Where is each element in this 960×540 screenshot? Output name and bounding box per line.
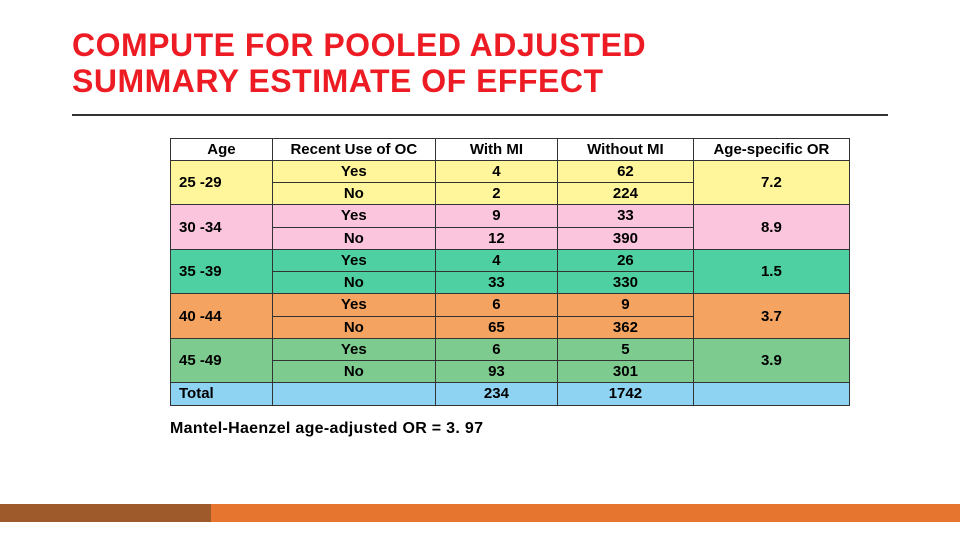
cell-with-mi: 4 [435,160,557,182]
total-row: Total 2341742 [171,383,850,405]
cell-without-mi: 330 [558,272,694,294]
header-or: Age-specific OR [693,138,849,160]
title-block: COMPUTE FOR POOLED ADJUSTED SUMMARY ESTI… [0,0,960,108]
cell-or: 7.2 [693,160,849,205]
footer-segment-right [211,504,960,522]
title-line-2: SUMMARY ESTIMATE OF EFFECT [72,63,604,99]
header-recent-use: Recent Use of OC [272,138,435,160]
pooled-estimate-table: Age Recent Use of OC With MI Without MI … [170,138,850,406]
cell-without-mi: 301 [558,361,694,383]
cell-recent-use: Yes [272,338,435,360]
total-with-mi: 234 [435,383,557,405]
cell-with-mi: 33 [435,272,557,294]
cell-or: 3.9 [693,338,849,383]
cell-age: 35 -39 [171,249,273,294]
table-row: 30 -34Yes9338.9 [171,205,850,227]
cell-recent-use: No [272,227,435,249]
cell-recent-use: Yes [272,160,435,182]
footer-bar [0,504,960,522]
cell-with-mi: 6 [435,338,557,360]
slide-title: COMPUTE FOR POOLED ADJUSTED SUMMARY ESTI… [72,28,960,100]
title-line-1: COMPUTE FOR POOLED ADJUSTED [72,27,646,63]
cell-without-mi: 224 [558,183,694,205]
table-row: 25 -29Yes4627.2 [171,160,850,182]
cell-without-mi: 26 [558,249,694,271]
cell-with-mi: 93 [435,361,557,383]
cell-without-mi: 362 [558,316,694,338]
cell-age: 45 -49 [171,338,273,383]
total-label: Total [171,383,273,405]
cell-recent-use: Yes [272,249,435,271]
cell-recent-use: No [272,272,435,294]
cell-with-mi: 6 [435,294,557,316]
cell-with-mi: 2 [435,183,557,205]
cell-with-mi: 4 [435,249,557,271]
cell-recent-use: No [272,361,435,383]
table-row: 35 -39Yes4261.5 [171,249,850,271]
table-body: 25 -29Yes4627.2No222430 -34Yes9338.9No12… [171,160,850,405]
caption-text: Mantel-Haenzel age-adjusted OR = 3. 97 [170,420,960,438]
cell-without-mi: 390 [558,227,694,249]
cell-recent-use: No [272,316,435,338]
cell-with-mi: 9 [435,205,557,227]
cell-with-mi: 12 [435,227,557,249]
cell-or: 3.7 [693,294,849,339]
header-with-mi: With MI [435,138,557,160]
cell-age: 25 -29 [171,160,273,205]
cell-without-mi: 5 [558,338,694,360]
cell-age: 30 -34 [171,205,273,250]
cell-without-mi: 33 [558,205,694,227]
header-row: Age Recent Use of OC With MI Without MI … [171,138,850,160]
cell-age: 40 -44 [171,294,273,339]
total-empty [693,383,849,405]
cell-recent-use: Yes [272,294,435,316]
cell-with-mi: 65 [435,316,557,338]
cell-or: 1.5 [693,249,849,294]
cell-without-mi: 62 [558,160,694,182]
total-without-mi: 1742 [558,383,694,405]
cell-without-mi: 9 [558,294,694,316]
table-row: 40 -44Yes693.7 [171,294,850,316]
table-row: 45 -49Yes653.9 [171,338,850,360]
total-empty [272,383,435,405]
header-age: Age [171,138,273,160]
title-underline [72,114,888,116]
cell-recent-use: No [272,183,435,205]
cell-or: 8.9 [693,205,849,250]
cell-recent-use: Yes [272,205,435,227]
data-table-container: Age Recent Use of OC With MI Without MI … [170,138,850,406]
header-without-mi: Without MI [558,138,694,160]
footer-segment-left [0,504,211,522]
